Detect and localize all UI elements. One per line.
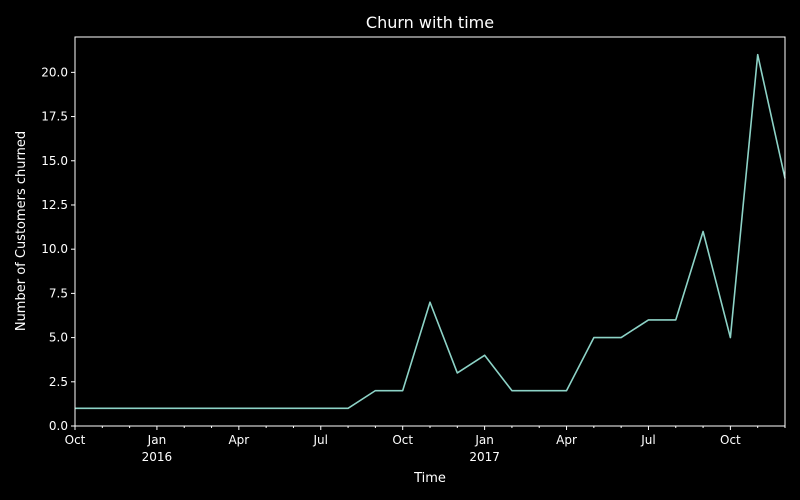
x-tick-year-label: 2016 <box>142 450 173 464</box>
series-layer <box>75 53 786 410</box>
x-tick-label: Oct <box>392 433 413 447</box>
y-tick-label: 2.5 <box>49 375 68 389</box>
x-tick-label: Oct <box>720 433 741 447</box>
y-axis-title: Number of Customers churned <box>14 131 29 331</box>
x-tick-label: Jan <box>147 433 167 447</box>
y-tick-label: 0.0 <box>49 419 68 433</box>
x-tick-label: Apr <box>228 433 249 447</box>
y-tick-label: 17.5 <box>41 110 68 124</box>
y-tick-label: 5.0 <box>49 331 68 345</box>
y-tick-label: 15.0 <box>41 154 68 168</box>
chart-title: Churn with time <box>366 13 494 32</box>
x-tick-label: Jan <box>474 433 494 447</box>
x-tick-label: Oct <box>65 433 86 447</box>
y-axis: 0.0 2.5 5.0 7.5 10.0 12.5 15.0 17.5 20.0 <box>41 65 75 433</box>
y-tick-label: 10.0 <box>41 242 68 256</box>
y-tick-label: 7.5 <box>49 286 68 300</box>
x-tick-label: Jul <box>313 433 328 447</box>
x-axis-title: Time <box>413 471 446 486</box>
x-axis: Oct Jan 2016 Apr Jul Oct Jan 2017 Apr Jul Oct <box>65 426 786 464</box>
x-tick-label: Jul <box>640 433 655 447</box>
x-tick-year-label: 2017 <box>469 450 500 464</box>
series-line <box>75 53 786 410</box>
x-tick-label: Apr <box>556 433 577 447</box>
y-tick-label: 20.0 <box>41 65 68 79</box>
y-tick-label: 12.5 <box>41 198 68 212</box>
plot-area-frame <box>74 36 786 427</box>
